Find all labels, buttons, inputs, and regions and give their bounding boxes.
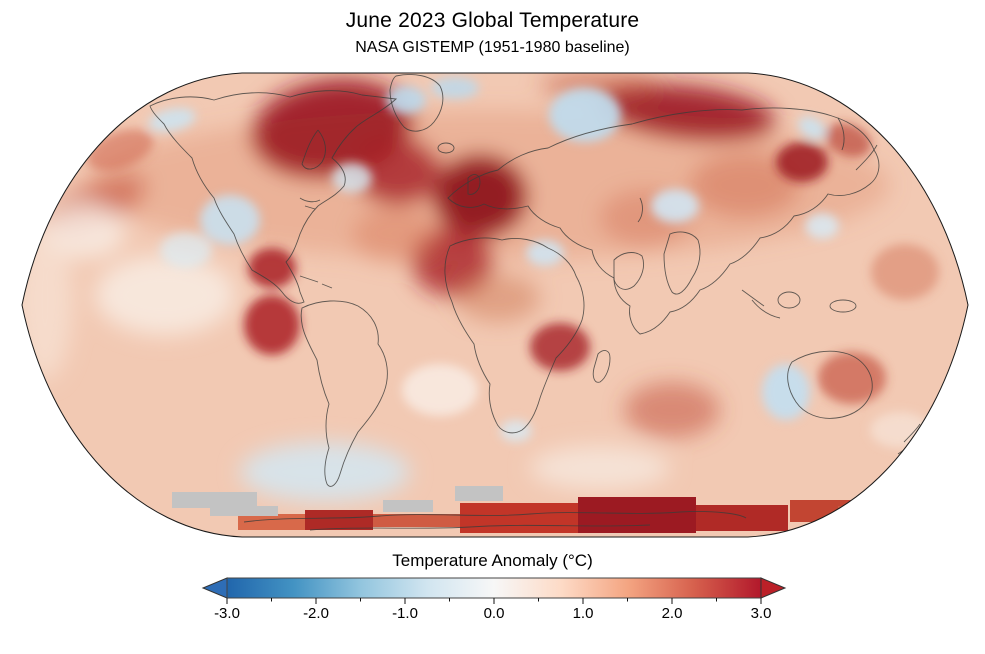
coast-kamchatka [837,117,845,151]
coast-caribbean [299,275,333,289]
antarctic-no-data-1 [172,492,257,508]
anomaly-region-equatorial-east-pacific-pale [95,255,235,335]
anomaly-region-alaska-gulf-cool [148,108,196,132]
anomaly-region-western-australia-cool [762,364,810,420]
coast-japan [855,144,878,171]
coast-north-america [149,90,398,304]
anomaly-region-central-southern-africa [530,323,590,371]
colorbar-tick-marks [226,598,762,604]
colorbar-tick-label: 3.0 [750,605,772,622]
anomaly-region-west-edge-pale [22,220,73,380]
anomaly-region-north-atlantic-cold-spot [332,163,372,193]
anomaly-blob-layer-large [22,73,890,502]
continent-outlines [149,74,921,531]
anomaly-region-west-tropical-pacific-warm [871,244,939,300]
colorbar-gradient-bar [226,577,762,599]
anomaly-region-japan-east-sea-warm [824,122,872,158]
anomaly-region-philippine-sea-cool [805,213,839,239]
coast-greenland [389,74,444,132]
page-subtitle: NASA GISTEMP (1951-1980 baseline) [355,39,630,56]
anomaly-region-arctic-north-of-greenland-cool [431,77,479,99]
coast-antarctica [243,511,747,531]
anomaly-region-northern-india-cool [651,189,699,223]
antarctic-peninsula-hot-2 [578,497,696,533]
anomaly-region-tasman-sea-pale [870,412,930,448]
antarctic-no-data-3 [383,500,433,512]
colorbar-tick-label: -2.0 [303,605,329,622]
coast-madagascar [592,350,611,383]
coast-india [663,231,701,295]
coast-iceland [437,142,455,154]
antarctic-peninsula-hot-1 [460,503,578,533]
coast-indonesia [741,289,857,319]
anomaly-blob-layer-small [86,77,939,528]
anomaly-region-south-atlantic-pale [402,364,478,416]
anomaly-region-quebec-north-atlantic [356,140,440,204]
coast-caspian [637,197,643,223]
coast-arabia [613,252,645,290]
colorbar-right-arrow-icon [760,577,787,599]
colorbar-tick-label: 2.0 [661,605,683,622]
coast-south-america [300,300,388,487]
map-projection-outline [21,72,969,538]
anomaly-region-mongolia-china-warm [690,153,800,217]
coast-uk [467,174,481,195]
colorbar-graphic [201,577,787,604]
coast-hudson-bay [301,129,326,170]
antarctic-warm-4 [790,500,862,522]
anomaly-region-sahara-central [456,274,540,322]
antarctic-hot-3 [696,505,788,531]
colorbar-tick-label: -1.0 [392,605,418,622]
anomaly-region-peru-coast-el-nino [244,295,300,355]
colorbar-tick-label: -3.0 [214,605,240,622]
colorbar-title: Temperature Anomaly (°C) [392,551,593,570]
colorbar: -3.0 -2.0 -1.0 0.0 1.0 2.0 3.0 [201,576,787,624]
antarctic-no-data-2 [210,506,278,516]
coast-australia [787,350,873,419]
antarctic-no-data-4 [455,486,503,501]
colorbar-tick-labels: -3.0 -2.0 -1.0 0.0 1.0 2.0 3.0 [201,605,787,625]
page-title: June 2023 Global Temperature [345,9,640,32]
anomaly-region-korea-northeast-china [776,142,828,182]
anomaly-region-eastern-australia [818,352,886,404]
anomaly-region-california-offshore-cool [160,232,212,268]
coast-eurasia [447,107,880,335]
colorbar-tick-label: 1.0 [572,605,594,622]
antarctic-warm-block-2 [373,514,461,527]
colorbar-left-arrow-icon [201,577,228,599]
anomaly-region-western-europe [434,156,526,236]
anomaly-region-mid-north-atlantic-warm [353,207,437,263]
coast-africa [444,237,585,434]
antarctic-warm-5 [838,506,893,522]
anomaly-region-sea-of-okhotsk-cool [798,116,826,140]
anomaly-region-southern-ocean-pale [530,446,670,490]
anomaly-region-south-indian-ocean-warm [624,382,720,438]
colorbar-tick-label: 0.0 [483,605,505,622]
anomaly-region-egypt-libya-cool [526,240,564,266]
anomaly-region-barents-sea-cool [549,88,621,142]
coast-great-lakes [299,197,321,210]
anomaly-region-greenland-interior-cool [386,86,426,114]
anomaly-region-mexico [248,248,296,288]
antarctic-warm-block-3 [305,510,373,530]
anomaly-region-western-us-cool [200,195,260,245]
anomaly-region-south-of-south-africa-cool [500,420,532,442]
